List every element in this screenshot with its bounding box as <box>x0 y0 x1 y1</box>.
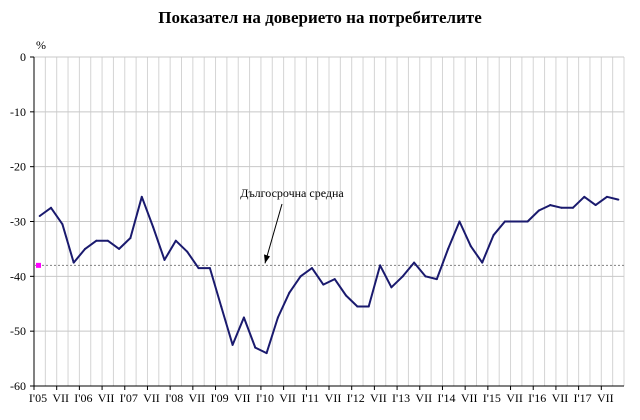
data-point <box>503 220 506 223</box>
data-point <box>50 206 53 209</box>
data-point <box>129 236 132 239</box>
data-point <box>163 258 166 261</box>
y-tick-label: -40 <box>10 269 26 283</box>
data-point <box>242 316 245 319</box>
data-point <box>61 223 64 226</box>
data-point <box>435 278 438 281</box>
long-term-average-label: Дългосрочна средна <box>240 186 344 200</box>
x-tick-label: І'08 <box>165 391 183 405</box>
x-tick-label: VII <box>415 391 432 405</box>
data-point <box>265 352 268 355</box>
x-tick-label: І'10 <box>256 391 274 405</box>
data-point <box>515 220 518 223</box>
data-point <box>583 195 586 198</box>
data-point <box>549 204 552 207</box>
data-point <box>140 195 143 198</box>
x-tick-label: І'17 <box>574 391 592 405</box>
y-axis-unit-label: % <box>36 38 46 52</box>
data-point <box>276 316 279 319</box>
y-tick-label: -60 <box>10 379 26 393</box>
x-tick-label: VII <box>279 391 296 405</box>
x-tick-label: І'05 <box>29 391 47 405</box>
data-point <box>72 261 75 264</box>
x-tick-label: VII <box>552 391 569 405</box>
data-point <box>288 291 291 294</box>
x-tick-label: І'06 <box>74 391 92 405</box>
x-tick-label: І'13 <box>392 391 410 405</box>
x-tick-label: VII <box>506 391 523 405</box>
series-line <box>39 195 619 355</box>
x-tick-label: І'07 <box>120 391 138 405</box>
data-point <box>220 305 223 308</box>
data-point <box>571 206 574 209</box>
data-point <box>367 305 370 308</box>
x-tick-label: VII <box>189 391 206 405</box>
y-tick-label: -30 <box>10 215 26 229</box>
reference-line-group: Дългосрочна средна <box>34 186 624 268</box>
data-point <box>560 206 563 209</box>
data-point <box>390 286 393 289</box>
x-tick-label: І'14 <box>437 391 455 405</box>
data-point <box>617 198 620 201</box>
x-tick-label: І'09 <box>210 391 228 405</box>
data-point <box>345 294 348 297</box>
data-point <box>594 204 597 207</box>
data-point <box>379 264 382 267</box>
x-tick-label: VII <box>98 391 115 405</box>
data-point <box>537 209 540 212</box>
data-point <box>492 234 495 237</box>
tick-labels: 0 -10 -20 -30 -40 -50 -60І'05 VII І'06 VII І'07 VII… <box>10 50 614 405</box>
data-point <box>526 220 529 223</box>
data-point <box>152 225 155 228</box>
data-point <box>106 239 109 242</box>
data-point <box>469 245 472 248</box>
data-point <box>413 261 416 264</box>
data-point <box>447 247 450 250</box>
data-point <box>208 267 211 270</box>
average-marker <box>36 262 41 268</box>
x-tick-label: І'12 <box>347 391 365 405</box>
x-tick-label: VII <box>143 391 160 405</box>
data-point <box>254 346 257 349</box>
data-point <box>299 275 302 278</box>
data-point <box>174 239 177 242</box>
annotation-arrow-line <box>264 203 283 264</box>
data-point <box>186 250 189 253</box>
y-tick-label: -10 <box>10 105 26 119</box>
x-tick-label: VII <box>52 391 69 405</box>
data-point <box>333 278 336 281</box>
x-tick-label: І'15 <box>483 391 501 405</box>
data-point <box>401 275 404 278</box>
x-tick-label: VII <box>325 391 342 405</box>
y-tick-label: -20 <box>10 160 26 174</box>
data-point <box>38 215 41 218</box>
x-tick-label: І'16 <box>528 391 546 405</box>
series-group <box>38 195 620 355</box>
data-point <box>95 239 98 242</box>
chart-title: Показател на доверието на потребителите <box>158 8 482 27</box>
axes <box>30 56 624 390</box>
x-tick-label: VII <box>461 391 478 405</box>
x-tick-label: VII <box>597 391 614 405</box>
annotation-arrow-head <box>264 254 270 264</box>
x-tick-label: VII <box>234 391 251 405</box>
data-point <box>118 247 121 250</box>
y-tick-label: -50 <box>10 324 26 338</box>
data-point <box>356 305 359 308</box>
data-point <box>84 247 87 250</box>
data-point <box>481 261 484 264</box>
x-tick-label: VII <box>370 391 387 405</box>
data-point <box>458 220 461 223</box>
data-point <box>310 267 313 270</box>
data-point <box>231 343 234 346</box>
data-point <box>424 275 427 278</box>
grid <box>34 56 625 387</box>
y-tick-label: 0 <box>20 50 26 64</box>
x-tick-label: І'11 <box>301 391 319 405</box>
data-point <box>605 195 608 198</box>
data-point <box>197 267 200 270</box>
data-point <box>322 283 325 286</box>
